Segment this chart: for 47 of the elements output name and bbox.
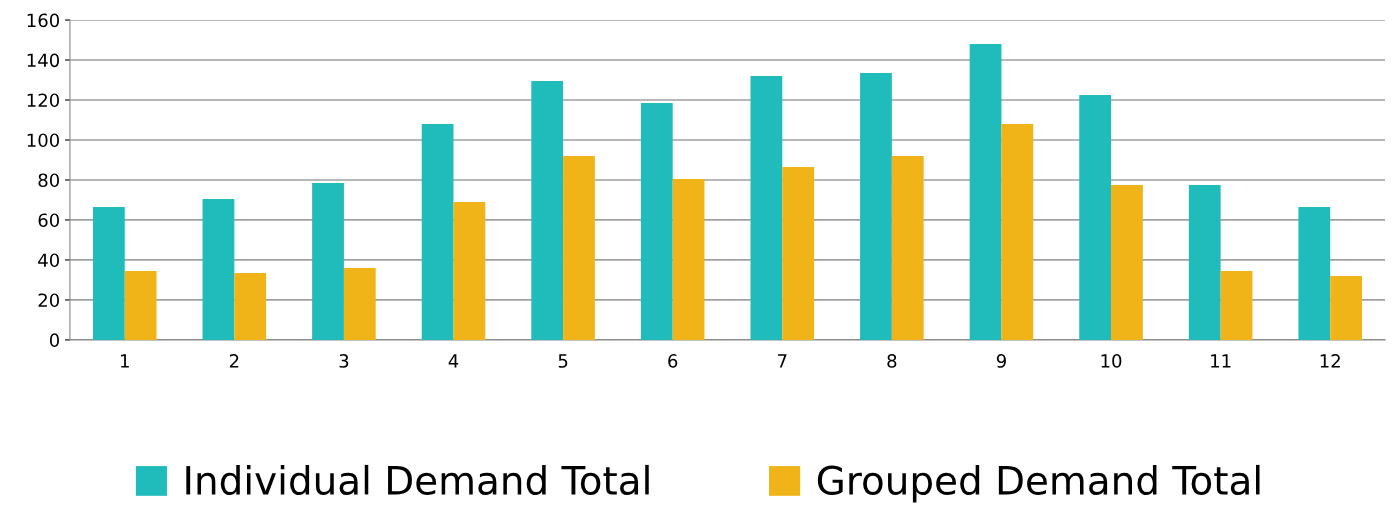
bar xyxy=(531,81,564,340)
bar xyxy=(1079,95,1112,340)
x-tick-label: 6 xyxy=(668,354,678,368)
x-tick-label: 7 xyxy=(778,354,787,368)
bar xyxy=(969,44,1002,340)
bar xyxy=(1111,184,1143,340)
bar xyxy=(563,155,595,340)
x-tick-label: 3 xyxy=(339,354,349,368)
y-tick-label: 120 xyxy=(27,93,60,108)
bar xyxy=(750,76,783,340)
bar xyxy=(453,201,486,340)
bar xyxy=(312,182,344,340)
y-tick-label: 40 xyxy=(38,253,60,268)
y-tick-label: 100 xyxy=(27,133,60,148)
bar xyxy=(1330,275,1362,340)
bar xyxy=(891,155,924,340)
x-tick-label: 5 xyxy=(558,354,568,368)
bar xyxy=(1188,184,1221,340)
x-tick-label: 2 xyxy=(229,354,239,368)
bar xyxy=(640,103,673,340)
x-tick-label: 11 xyxy=(1211,354,1231,368)
x-tick-label: 8 xyxy=(887,354,897,368)
bar xyxy=(1001,123,1034,340)
bar xyxy=(234,272,267,340)
y-tick-label: 140 xyxy=(27,53,60,68)
x-tick-label: 10 xyxy=(1101,354,1122,368)
legend-label: Individual Demand Total xyxy=(186,464,649,496)
legend-label: Grouped Demand Total xyxy=(817,464,1260,503)
y-tick-label: 0 xyxy=(49,333,60,348)
bar xyxy=(124,270,157,340)
y-tick-label: 160 xyxy=(27,13,60,28)
y-tick-label: 20 xyxy=(38,293,60,308)
x-tick-label: 9 xyxy=(996,354,1006,368)
bar xyxy=(202,198,235,340)
bar xyxy=(860,73,892,340)
bar xyxy=(782,166,815,340)
bar xyxy=(421,123,454,340)
bar xyxy=(92,206,125,340)
x-tick-label: 4 xyxy=(448,354,459,368)
bar xyxy=(343,267,376,340)
y-tick-label: 80 xyxy=(38,173,60,188)
y-tick-label: 60 xyxy=(38,213,60,228)
bar xyxy=(672,178,705,340)
x-tick-label: 1 xyxy=(120,354,129,368)
bar xyxy=(1220,270,1253,340)
x-tick-label: 12 xyxy=(1320,354,1340,368)
bar xyxy=(1298,206,1331,340)
